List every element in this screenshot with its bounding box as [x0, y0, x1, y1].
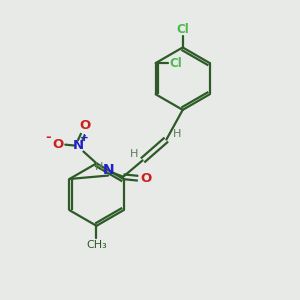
- Text: N: N: [102, 163, 114, 177]
- Text: Cl: Cl: [176, 23, 189, 36]
- Text: O: O: [141, 172, 152, 185]
- Text: O: O: [79, 119, 90, 132]
- Text: -: -: [46, 131, 51, 144]
- Text: H: H: [172, 129, 181, 139]
- Text: O: O: [52, 138, 64, 151]
- Text: H: H: [130, 149, 138, 160]
- Text: CH₃: CH₃: [86, 239, 107, 250]
- Text: H: H: [94, 162, 103, 172]
- Text: Cl: Cl: [169, 57, 182, 70]
- Text: +: +: [80, 133, 89, 142]
- Text: N: N: [73, 139, 84, 152]
